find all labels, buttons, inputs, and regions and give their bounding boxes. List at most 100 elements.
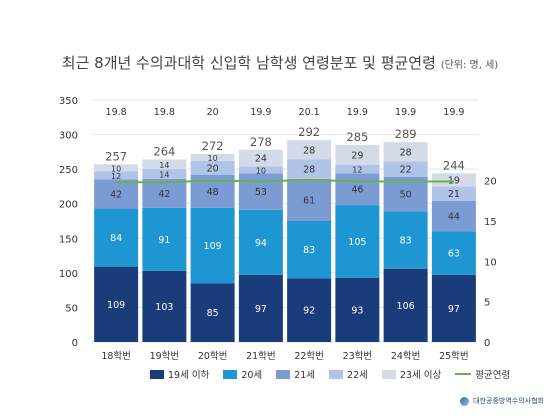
bar-value-label: 85: [207, 308, 219, 319]
x-tick-label: 23학번: [343, 351, 373, 362]
y-left-tick-label: 100: [59, 269, 78, 280]
bar-value-label: 10: [111, 164, 121, 173]
bar-value-label: 106: [397, 301, 415, 312]
bar-segment: [190, 283, 235, 342]
unit-note: (단위: 명, 세): [440, 60, 499, 71]
bar-value-label: 53: [255, 187, 267, 198]
chart-legend: 19세 이하 20세 21세 22세 23세 이상 평균연령: [150, 367, 510, 381]
bar-segment: [383, 268, 428, 342]
bar-value-label: 20: [207, 163, 219, 174]
bar-total-label: 257: [105, 149, 127, 163]
chart-title: 최근 8개년 수의과대학 신입학 남학생 연령분포 및 평균연령 (단위: 명,…: [0, 52, 560, 73]
bar-value-label: 93: [351, 305, 363, 316]
bar-value-label: 97: [448, 304, 460, 315]
bar-value-label: 14: [159, 161, 169, 170]
bar-segment: [383, 161, 428, 177]
average-age-label: 19.9: [250, 107, 271, 118]
y-left-tick-label: 300: [59, 131, 78, 142]
y-left-tick-label: 350: [59, 96, 78, 107]
x-tick-label: 18학번: [101, 351, 131, 362]
average-age-line: [116, 178, 454, 184]
legend-swatch: [381, 369, 396, 379]
average-age-label: 19.8: [154, 107, 175, 118]
legend-swatch: [150, 369, 164, 379]
bar-value-label: 109: [107, 300, 125, 311]
x-tick-label: 19학번: [150, 351, 180, 362]
bar-total-label: 264: [153, 144, 175, 158]
organization-logo-icon: [460, 396, 470, 406]
legend-item: 23세 이상: [381, 367, 441, 381]
x-tick-label: 25학번: [439, 351, 469, 362]
bar-segment: [238, 149, 283, 167]
bar-segment: [383, 211, 428, 269]
bar-value-label: 97: [255, 304, 267, 315]
bar-value-label: 28: [303, 145, 315, 156]
bar-segment: [94, 266, 139, 342]
bar-segment: [94, 164, 139, 172]
legend-label: 20세: [241, 370, 263, 381]
bar-segment: [383, 176, 428, 212]
bar-segment: [238, 209, 283, 275]
bar-value-label: 46: [351, 185, 363, 196]
bar-value-label: 10: [208, 154, 218, 163]
legend-label: 평균연령: [475, 370, 511, 381]
bar-total-label: 244: [443, 158, 465, 172]
legend-item: 평균연령: [455, 367, 510, 381]
organization-footer: 대한공중방역수의사협회: [460, 396, 544, 406]
bar-value-label: 21: [448, 189, 460, 200]
bar-value-label: 109: [204, 241, 222, 252]
bar-segment: [142, 159, 187, 170]
x-tick-label: 20학번: [198, 351, 228, 362]
bar-value-label: 63: [448, 249, 460, 260]
bar-value-label: 83: [400, 236, 412, 247]
bar-segment: [287, 278, 332, 342]
average-age-label: 19.9: [347, 107, 368, 118]
y-right-tick-label: 20: [484, 177, 497, 188]
bar-segment: [287, 159, 332, 179]
bar-total-label: 285: [346, 130, 368, 144]
bar-segment: [94, 208, 139, 267]
bar-value-label: 44: [448, 212, 460, 223]
y-left-tick-label: 200: [59, 200, 78, 211]
average-age-label: 20.1: [299, 107, 320, 118]
bar-value-label: 42: [110, 190, 122, 201]
average-age-label: 19.9: [395, 107, 416, 118]
bar-segment: [287, 140, 332, 160]
bar-segment: [287, 178, 332, 221]
bar-segment: [238, 166, 283, 174]
bar-value-label: 12: [111, 172, 121, 181]
bar-value-label: 22: [400, 165, 412, 176]
bar-value-label: 28: [400, 147, 412, 158]
bar-value-label: 10: [256, 166, 266, 175]
x-tick-label: 24학번: [391, 351, 421, 362]
y-left-tick-label: 0: [72, 338, 78, 349]
y-right-tick-label: 0: [484, 338, 490, 349]
bar-total-label: 292: [298, 125, 320, 139]
bar-segment: [431, 231, 476, 275]
legend-item: 19세 이하: [150, 367, 209, 381]
bar-value-label: 103: [155, 302, 173, 313]
legend-swatch: [329, 369, 344, 379]
average-age-label: 19.9: [443, 107, 464, 118]
bar-segment: [94, 179, 139, 209]
legend-label: 22세: [347, 370, 368, 381]
bar-segment: [431, 186, 476, 201]
bar-segment: [431, 274, 476, 342]
bar-value-label: 42: [158, 189, 170, 200]
bar-value-label: 61: [303, 195, 315, 206]
bar-segment: [190, 160, 235, 175]
legend-item: 22세: [329, 367, 368, 381]
legend-item: 20세: [223, 367, 262, 381]
y-left-tick-label: 50: [65, 303, 78, 314]
chart-title-text: 최근 8개년 수의과대학 신입학 남학생 연령분포 및 평균연령: [61, 54, 436, 72]
bar-segment: [431, 200, 476, 232]
bar-value-label: 94: [255, 238, 267, 249]
bar-segment: [335, 277, 380, 342]
bar-value-label: 14: [159, 170, 169, 179]
bar-value-label: 28: [303, 165, 315, 176]
bar-segment: [287, 221, 332, 279]
organization-name: 대한공중방역수의사협회: [473, 397, 544, 405]
bar-segment: [238, 274, 283, 342]
bar-segment: [142, 270, 187, 342]
